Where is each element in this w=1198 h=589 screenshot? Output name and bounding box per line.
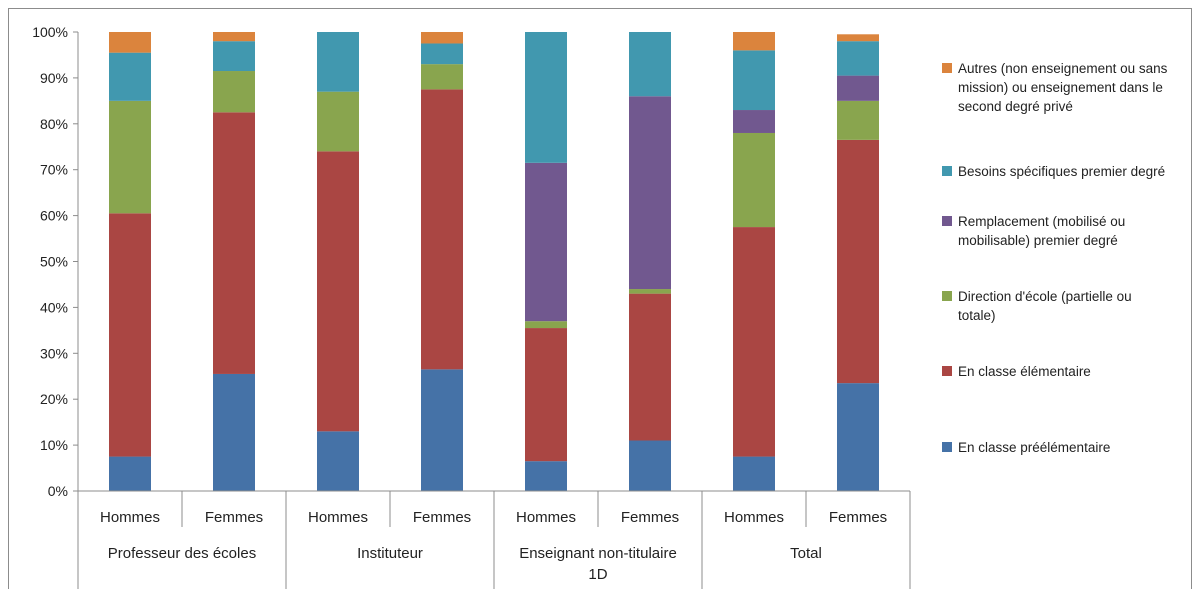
- bars: [109, 32, 879, 491]
- x-group-label: Enseignant non-titulaire 1D: [519, 545, 677, 583]
- legend-swatch: [942, 216, 952, 226]
- bar-segment: [733, 50, 775, 111]
- bar-segment: [629, 32, 671, 97]
- bar-segment: [213, 71, 255, 113]
- bar-segment: [213, 41, 255, 72]
- x-category-label: Femmes: [205, 509, 263, 526]
- legend-item: Remplacement (mobilisé ou mobilisable) pr…: [942, 214, 1125, 248]
- legend-item: En classe élémentaire: [942, 364, 1091, 379]
- bar-segment: [109, 32, 151, 53]
- x-category-label: Hommes: [516, 509, 576, 526]
- bar-segment: [525, 162, 567, 322]
- y-tick-label: 40%: [40, 299, 68, 315]
- y-tick-label: 50%: [40, 254, 68, 270]
- x-category-label: Hommes: [100, 509, 160, 526]
- bar-segment: [317, 431, 359, 491]
- y-tick-label: 80%: [40, 116, 68, 132]
- bar-segment: [213, 32, 255, 42]
- bar-segment: [421, 32, 463, 44]
- x-group-label: Total: [790, 545, 822, 562]
- legend-label: En classe préélémentaire: [958, 440, 1110, 455]
- x-category-label: Femmes: [413, 509, 471, 526]
- bar-segment: [837, 139, 879, 384]
- bar-segment: [733, 110, 775, 133]
- bar-segment: [421, 89, 463, 370]
- bar-segment: [421, 369, 463, 491]
- bar-segment: [733, 132, 775, 228]
- legend-item: En classe préélémentaire: [942, 440, 1110, 455]
- legend-swatch: [942, 442, 952, 452]
- y-tick-label: 10%: [40, 437, 68, 453]
- chart-border: [8, 8, 1192, 589]
- legend-label: Autres (non enseignement ou sans mission)…: [958, 61, 1168, 114]
- bar-segment: [629, 440, 671, 491]
- y-tick-label: 0%: [48, 483, 68, 499]
- bar-segment: [837, 75, 879, 101]
- x-category-label: Femmes: [829, 509, 887, 526]
- bar-segment: [525, 321, 567, 329]
- y-tick-label: 20%: [40, 391, 68, 407]
- legend-item: Autres (non enseignement ou sans mission)…: [942, 61, 1168, 114]
- x-group-label: Instituteur: [357, 545, 423, 562]
- bar-segment: [837, 41, 879, 76]
- bar-segment: [421, 43, 463, 65]
- legend-swatch: [942, 291, 952, 301]
- x-group-label: Professeur des écoles: [108, 545, 256, 562]
- bar-segment: [421, 64, 463, 90]
- bar-segment: [109, 456, 151, 491]
- bar-segment: [629, 293, 671, 441]
- bar-segment: [213, 112, 255, 374]
- y-tick-label: 30%: [40, 345, 68, 361]
- bar-segment: [837, 100, 879, 140]
- x-category-label: Hommes: [308, 509, 368, 526]
- bar-segment: [109, 100, 151, 214]
- legend-label: Direction d'école (partielle ou totale): [958, 289, 1132, 323]
- legend-item: Besoins spécifiques premier degré: [942, 164, 1165, 179]
- x-category-label: Hommes: [724, 509, 784, 526]
- bar-segment: [213, 373, 255, 491]
- legend-swatch: [942, 366, 952, 376]
- bar-segment: [629, 96, 671, 290]
- bar-segment: [525, 461, 567, 491]
- bar-segment: [109, 52, 151, 101]
- bar-segment: [317, 151, 359, 432]
- bar-segment: [733, 456, 775, 491]
- legend: Autres (non enseignement ou sans mission)…: [942, 61, 1168, 455]
- legend-label: En classe élémentaire: [958, 364, 1091, 379]
- legend-item: Direction d'école (partielle ou totale): [942, 289, 1132, 323]
- y-tick-label: 100%: [32, 24, 68, 40]
- bar-segment: [629, 289, 671, 294]
- x-category-label: Femmes: [621, 509, 679, 526]
- y-tick-label: 60%: [40, 208, 68, 224]
- y-tick-label: 70%: [40, 162, 68, 178]
- legend-label: Remplacement (mobilisé ou mobilisable) pr…: [958, 214, 1125, 248]
- legend-swatch: [942, 63, 952, 73]
- legend-label: Besoins spécifiques premier degré: [958, 164, 1165, 179]
- bar-segment: [109, 213, 151, 457]
- bar-segment: [317, 91, 359, 152]
- bar-segment: [733, 32, 775, 51]
- bar-segment: [837, 34, 879, 42]
- y-tick-label: 90%: [40, 70, 68, 86]
- bar-segment: [525, 328, 567, 462]
- bar-segment: [733, 227, 775, 457]
- legend-swatch: [942, 166, 952, 176]
- bar-segment: [837, 383, 879, 491]
- bar-segment: [525, 32, 567, 163]
- axes: 0% 10% 20% 30% 40% 50% 60% 70% 80% 90% 100%: [8, 8, 1192, 589]
- x-axis: Hommes Femmes Hommes Femmes Hommes Femmes Homm…: [77, 490, 911, 589]
- bar-segment: [317, 32, 359, 92]
